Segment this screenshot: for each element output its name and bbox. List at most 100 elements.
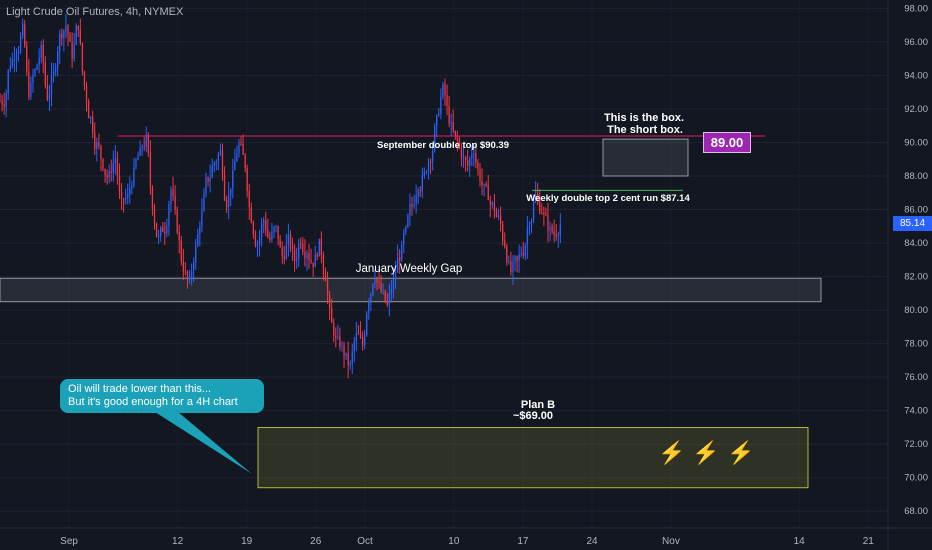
- candle-body: [335, 335, 337, 337]
- january-gap-label: January Weekly Gap: [356, 263, 463, 275]
- x-tick-label: 14: [794, 536, 806, 547]
- candle-body: [376, 277, 378, 283]
- candle-body: [324, 274, 327, 282]
- candle-body: [57, 51, 59, 68]
- candle-body: [141, 146, 143, 148]
- candle-body: [347, 352, 349, 366]
- candle-body: [390, 288, 393, 294]
- candle-body: [256, 244, 259, 247]
- candle-body: [458, 139, 461, 148]
- candle-body: [186, 271, 189, 280]
- candle-body: [555, 234, 557, 237]
- candle-body: [160, 227, 162, 237]
- candle-body: [559, 224, 561, 236]
- candle-body: [0, 100, 1, 102]
- note-callout: Oil will trade lower than this... But it…: [60, 379, 264, 413]
- candle-body: [421, 175, 423, 192]
- candle-body: [298, 243, 300, 259]
- candle-body: [213, 163, 215, 166]
- candle-body: [22, 24, 24, 36]
- candle-body: [201, 210, 203, 227]
- candle-body: [129, 188, 131, 195]
- candle-body: [423, 172, 426, 176]
- candle-body: [176, 209, 178, 233]
- candle-body: [50, 74, 53, 95]
- candle-body: [417, 190, 419, 196]
- candle-body: [442, 84, 444, 97]
- y-tick-label: 78.00: [904, 339, 928, 350]
- candle-body: [106, 174, 108, 178]
- candle-body: [415, 195, 417, 205]
- candle-body: [331, 308, 333, 323]
- candle-body: [407, 215, 409, 227]
- candle-body: [425, 171, 428, 173]
- candle-body: [328, 294, 331, 309]
- y-tick-label: 94.00: [904, 70, 928, 81]
- candle-body: [320, 238, 323, 256]
- candle-body: [495, 211, 498, 217]
- candle-body: [419, 190, 421, 192]
- candle-body: [497, 215, 500, 217]
- candle-body: [13, 58, 16, 60]
- candle-body: [211, 165, 213, 178]
- candle-body: [508, 261, 510, 263]
- candle-body: [440, 96, 442, 114]
- candle-body: [312, 262, 314, 268]
- candle-body: [359, 334, 362, 338]
- candles: [0, 14, 561, 379]
- weekly-double-top-label: Weekly double top 2 cent run $87.14: [526, 193, 690, 204]
- candle-body: [61, 33, 63, 39]
- candle-body: [157, 236, 160, 238]
- candle-body: [456, 135, 458, 140]
- candle-body: [368, 301, 370, 314]
- y-tick-label: 96.00: [904, 37, 928, 48]
- candle-body: [436, 115, 438, 127]
- candle-body: [514, 256, 516, 262]
- candle-body: [236, 153, 238, 162]
- lightning-icon: ⚡: [692, 440, 720, 465]
- candle-body: [388, 293, 391, 305]
- candle-body: [384, 290, 386, 302]
- candle-body: [219, 150, 222, 155]
- candle-body: [524, 245, 526, 256]
- candle-body: [557, 235, 559, 237]
- candle-body: [291, 246, 294, 250]
- candle-body: [254, 234, 257, 247]
- candle-body: [466, 160, 469, 166]
- candle-body: [263, 220, 265, 223]
- price-label-89: 89.00: [703, 132, 751, 153]
- candle-body: [15, 54, 18, 59]
- candle-body: [172, 189, 174, 196]
- y-tick-label: 68.00: [904, 506, 928, 517]
- box-note-line-1: This is the box.: [604, 112, 684, 124]
- candle-body: [205, 177, 207, 195]
- candle-body: [260, 222, 263, 237]
- sept-double-top-label: September double top $90.39: [377, 140, 509, 151]
- candle-body: [543, 213, 545, 215]
- candle-body: [19, 35, 22, 52]
- candle-body: [434, 126, 436, 151]
- candle-body: [275, 225, 277, 228]
- candle-body: [9, 66, 11, 71]
- candle-body: [357, 333, 360, 335]
- candle-body: [232, 170, 234, 189]
- candle-body: [92, 117, 94, 133]
- candle-body: [318, 238, 320, 257]
- candle-body: [155, 223, 158, 237]
- candle-body: [479, 169, 481, 181]
- candle-body: [184, 271, 187, 273]
- x-tick-label: 10: [448, 536, 460, 547]
- candle-body: [3, 104, 5, 107]
- candle-body: [135, 160, 137, 167]
- candle-body: [333, 322, 335, 336]
- level-lines: [118, 135, 765, 191]
- candle-body: [450, 122, 452, 124]
- candle-body: [308, 253, 310, 261]
- candle-body: [153, 209, 156, 224]
- candle-body: [380, 283, 382, 292]
- candle-body: [195, 246, 197, 263]
- candle-body: [139, 147, 141, 156]
- candle-body: [122, 198, 125, 200]
- y-tick-label: 76.00: [904, 372, 928, 383]
